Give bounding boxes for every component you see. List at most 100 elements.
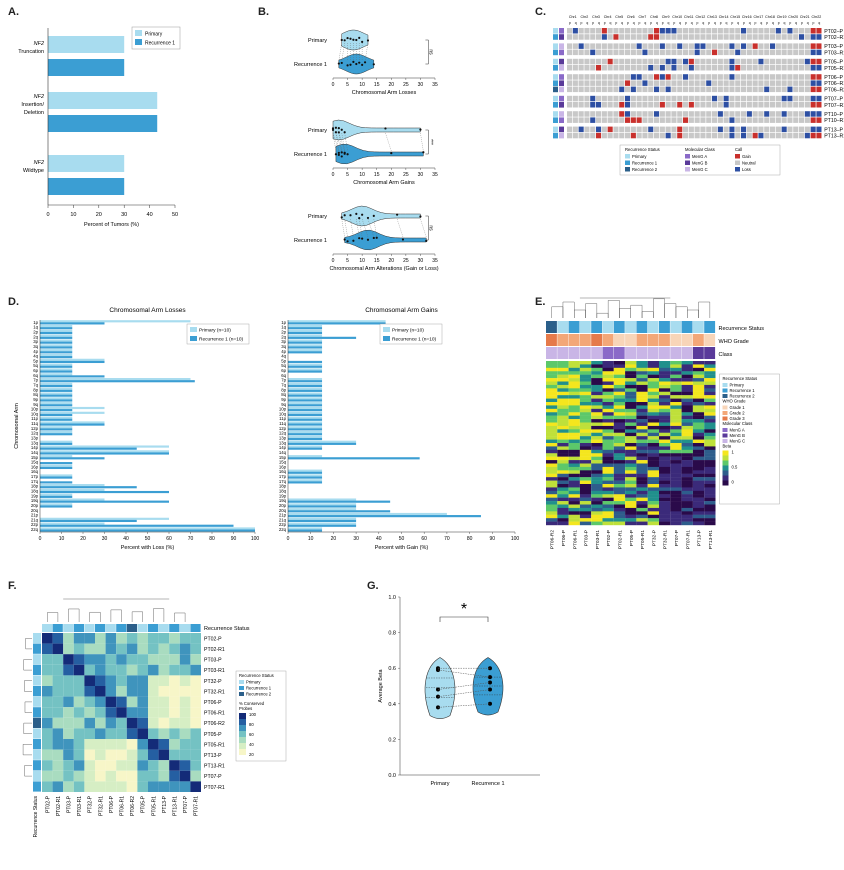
heatmap-cell <box>704 518 716 522</box>
cnv-cell <box>636 111 642 117</box>
cnv-cell <box>630 49 636 56</box>
heatmap-cell <box>546 364 558 369</box>
heatmap-cell <box>647 470 659 474</box>
heatmap-cell <box>568 378 580 382</box>
heatmap-cell <box>636 402 648 406</box>
rec-status-cell <box>553 43 558 49</box>
similarity-cell <box>73 686 85 697</box>
heatmap-cell <box>692 361 705 365</box>
cnv-cell <box>717 86 723 93</box>
arm-label: 18q <box>31 488 39 493</box>
heatmap-cell <box>692 432 705 437</box>
heatmap-cell <box>546 497 558 502</box>
cnv-cell <box>642 43 648 49</box>
column-label: PT07-P <box>674 530 680 546</box>
arm-label: p <box>627 21 629 25</box>
similarity-cell <box>179 654 191 665</box>
cnv-cell <box>752 80 758 86</box>
heatmap-cell <box>568 477 580 481</box>
similarity-cell <box>52 633 64 644</box>
x-tick-label: 15 <box>374 172 380 178</box>
heatmap-cell <box>557 436 569 440</box>
cnv-cell <box>781 126 787 133</box>
heatmap-cell <box>579 473 592 478</box>
heatmap-cell <box>557 425 569 430</box>
heatmap-cell <box>568 521 580 526</box>
data-point <box>384 127 387 130</box>
cnv-cell <box>723 86 729 93</box>
heatmap-cell <box>591 384 603 389</box>
cnv-cell <box>567 65 573 71</box>
heatmap-cell <box>636 443 648 447</box>
cnv-cell <box>619 117 625 123</box>
heatmap-cell <box>670 402 682 406</box>
heatmap-cell <box>625 405 637 410</box>
cnv-cell <box>741 132 747 139</box>
legend-label: Recurrence 1 <box>632 161 658 166</box>
bar-primary <box>288 426 323 429</box>
track-recurrence-cell <box>557 321 569 333</box>
cnv-cell <box>607 43 613 49</box>
bar-primary <box>288 397 323 400</box>
heatmap-cell <box>602 497 614 502</box>
heatmap-cell <box>659 518 671 522</box>
heatmap-cell <box>670 391 682 396</box>
heatmap-cell <box>579 484 592 488</box>
heatmap-cell <box>670 367 682 372</box>
cnv-cell <box>654 80 660 86</box>
similarity-cell <box>179 749 191 761</box>
heatmap-cell <box>613 384 626 389</box>
cnv-cell <box>613 65 619 71</box>
heatmap-cell <box>613 521 626 526</box>
similarity-cell <box>105 739 117 750</box>
heatmap-cell <box>602 364 614 369</box>
chrom-header: Chr8 <box>650 15 658 19</box>
track-who-cell <box>557 334 569 346</box>
cnv-cell <box>654 58 660 65</box>
cnv-cell <box>799 126 805 133</box>
bar-primary <box>40 517 169 520</box>
heatmap-cell <box>692 425 705 430</box>
cnv-cell <box>625 102 631 108</box>
cnv-cell <box>804 43 810 49</box>
heatmap-cell <box>704 398 716 403</box>
arm-label: 6q <box>281 373 286 378</box>
cnv-cell <box>642 58 648 65</box>
heatmap-cell <box>625 490 637 495</box>
cnv-cell <box>706 126 712 133</box>
bar-recurrence <box>40 365 73 368</box>
chrom-header: Chr21 <box>800 15 810 19</box>
cnv-cell <box>735 95 741 102</box>
cnv-cell <box>712 117 718 123</box>
cnv-cell <box>706 117 712 123</box>
similarity-cell <box>42 633 53 644</box>
heatmap-cell <box>546 507 558 512</box>
cnv-cell <box>804 86 810 93</box>
cnv-cell <box>619 34 625 40</box>
heatmap-cell <box>681 504 693 509</box>
similarity-cell <box>116 707 127 718</box>
heatmap-cell <box>625 518 637 522</box>
heatmap-cell <box>692 484 705 488</box>
column-label: PT07-P <box>183 795 189 813</box>
cnv-cell <box>567 80 573 86</box>
heatmap-cell <box>579 490 592 495</box>
cnv-cell <box>810 74 816 80</box>
similarity-cell <box>190 696 201 708</box>
cnv-cell <box>793 111 799 117</box>
heatmap-cell <box>704 504 716 509</box>
bar-recurrence <box>40 481 73 484</box>
heatmap-cell <box>591 422 603 427</box>
cnv-cell <box>787 95 793 102</box>
cnv-cell <box>607 117 613 123</box>
arm-label: 15p <box>279 455 287 460</box>
bar-primary <box>40 445 169 448</box>
cnv-cell <box>752 43 758 49</box>
similarity-cell <box>158 728 170 739</box>
track-who-cell <box>579 334 591 346</box>
legend-swatch <box>722 383 728 387</box>
heatmap-cell <box>613 367 626 372</box>
heatmap-cell <box>602 395 614 399</box>
arm-label: p <box>755 21 757 25</box>
cnv-cell <box>752 58 758 65</box>
